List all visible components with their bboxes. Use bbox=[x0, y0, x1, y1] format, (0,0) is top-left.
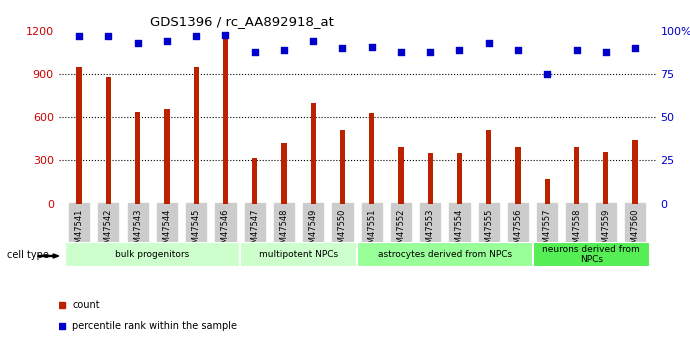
Bar bbox=[533, 242, 650, 267]
Text: neurons derived from
NPCs: neurons derived from NPCs bbox=[542, 245, 640, 264]
Text: percentile rank within the sample: percentile rank within the sample bbox=[72, 321, 237, 331]
Bar bbox=[486, 130, 491, 204]
Bar bbox=[106, 77, 111, 204]
Bar bbox=[339, 130, 345, 204]
Point bbox=[103, 33, 114, 39]
Bar bbox=[603, 152, 609, 204]
Bar bbox=[252, 158, 257, 204]
Text: astrocytes derived from NPCs: astrocytes derived from NPCs bbox=[378, 250, 512, 259]
Bar bbox=[135, 111, 140, 204]
Point bbox=[278, 47, 289, 53]
Bar bbox=[357, 242, 533, 267]
Text: GDS1396 / rc_AA892918_at: GDS1396 / rc_AA892918_at bbox=[150, 16, 333, 29]
Point bbox=[366, 44, 377, 49]
Text: bulk progenitors: bulk progenitors bbox=[115, 250, 189, 259]
Text: cell type: cell type bbox=[7, 250, 49, 260]
Bar bbox=[398, 148, 404, 204]
Point bbox=[600, 49, 611, 55]
Point bbox=[220, 32, 231, 37]
Bar bbox=[369, 113, 375, 204]
Point bbox=[483, 40, 494, 46]
Point bbox=[425, 49, 436, 55]
Point bbox=[74, 33, 85, 39]
Bar bbox=[164, 109, 170, 204]
Text: multipotent NPCs: multipotent NPCs bbox=[259, 250, 338, 259]
Bar bbox=[428, 153, 433, 204]
Point bbox=[571, 47, 582, 53]
Bar bbox=[515, 148, 521, 204]
Point bbox=[454, 47, 465, 53]
Point bbox=[337, 46, 348, 51]
Bar bbox=[193, 67, 199, 204]
Bar bbox=[282, 143, 286, 204]
Point bbox=[132, 40, 143, 46]
Bar bbox=[64, 242, 240, 267]
Bar bbox=[544, 179, 550, 204]
Bar bbox=[223, 37, 228, 204]
Bar bbox=[310, 103, 316, 204]
Point bbox=[161, 39, 172, 44]
Point bbox=[542, 71, 553, 77]
Point bbox=[249, 49, 260, 55]
Bar bbox=[574, 148, 579, 204]
Point bbox=[190, 33, 201, 39]
Point bbox=[629, 46, 640, 51]
Text: count: count bbox=[72, 300, 100, 310]
Bar bbox=[457, 153, 462, 204]
Bar bbox=[240, 242, 357, 267]
Bar bbox=[633, 140, 638, 204]
Point bbox=[395, 49, 406, 55]
Point bbox=[513, 47, 524, 53]
Point bbox=[308, 39, 319, 44]
Bar bbox=[77, 67, 81, 204]
